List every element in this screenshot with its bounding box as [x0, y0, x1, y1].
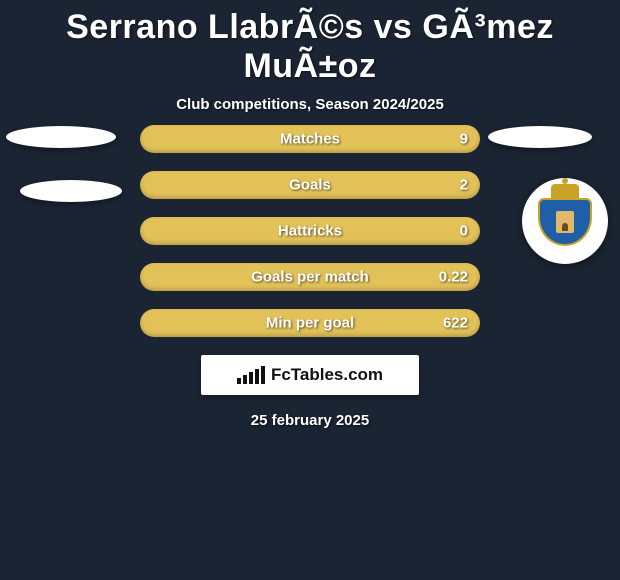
player-left-ellipse-1 [6, 126, 116, 148]
bar-chart-icon [237, 366, 265, 384]
stat-value: 622 [443, 315, 468, 332]
stat-bar-goals-per-match: Goals per match 0.22 [140, 263, 480, 291]
watermark: FcTables.com [201, 355, 419, 395]
tower-icon [556, 211, 574, 233]
stat-value: 2 [460, 177, 468, 194]
arch-icon [562, 223, 568, 231]
stat-label: Goals per match [251, 269, 369, 286]
stat-value: 0 [460, 223, 468, 240]
stat-bars: Matches 9 Goals 2 Hattricks 0 Goals per … [140, 125, 480, 355]
date-label: 25 february 2025 [251, 412, 369, 429]
stat-bar-matches: Matches 9 [140, 125, 480, 153]
stat-label: Hattricks [278, 223, 342, 240]
stat-label: Matches [280, 131, 340, 148]
stat-label: Goals [289, 177, 331, 194]
stat-label: Min per goal [266, 315, 354, 332]
subtitle: Club competitions, Season 2024/2025 [0, 96, 620, 113]
stat-value: 9 [460, 131, 468, 148]
stat-value: 0.22 [439, 269, 468, 286]
page-title: Serrano LlabrÃ©s vs GÃ³mez MuÃ±oz [0, 0, 620, 86]
crown-icon [551, 184, 579, 198]
shield-icon [538, 198, 592, 246]
player-right-ellipse-1 [488, 126, 592, 148]
player-left-ellipse-2 [20, 180, 122, 202]
stat-bar-goals: Goals 2 [140, 171, 480, 199]
watermark-text: FcTables.com [271, 365, 383, 385]
stat-bar-hattricks: Hattricks 0 [140, 217, 480, 245]
club-crest [522, 178, 608, 264]
stat-bar-min-per-goal: Min per goal 622 [140, 309, 480, 337]
crest-icon [538, 190, 592, 252]
